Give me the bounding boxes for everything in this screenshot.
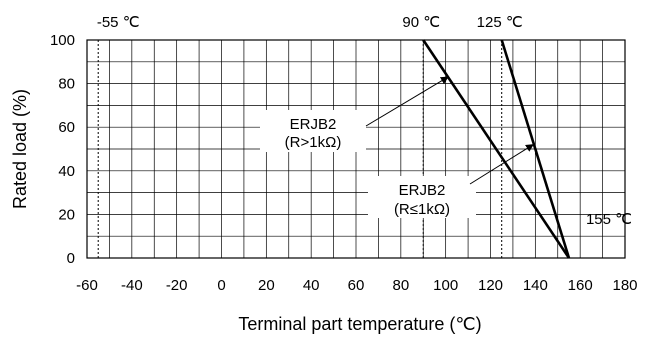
series-label-line: ERJB2 (290, 116, 337, 133)
label-box (368, 176, 476, 218)
label-box (260, 110, 366, 152)
y-tick-label: 20 (58, 206, 75, 223)
annotation-arrow (469, 144, 534, 185)
annotation-arrow (365, 76, 449, 127)
reference-label: -55 ℃ (97, 14, 140, 31)
x-tick-label: 120 (478, 277, 503, 294)
annotation-155c: 155 ℃ (586, 211, 632, 228)
y-tick-label: 80 (58, 76, 75, 93)
x-tick-label: 140 (523, 277, 548, 294)
y-tick-label: 60 (58, 119, 75, 136)
series-line (422, 39, 571, 259)
series-label-line: ERJB2 (399, 182, 446, 199)
y-axis-title: Rated load (%) (10, 89, 30, 209)
y-tick-label: 40 (58, 163, 75, 180)
x-tick-label: 60 (348, 277, 365, 294)
x-tick-label: -20 (166, 277, 188, 294)
series-line (500, 39, 571, 259)
x-tick-label: 0 (217, 277, 225, 294)
reference-label: 90 ℃ (402, 14, 440, 31)
series-label-line: (R>1kΩ) (285, 134, 342, 151)
x-axis-title: Terminal part temperature (℃) (238, 314, 481, 334)
series-label-line: (R≤1kΩ) (394, 201, 450, 218)
x-tick-label: 180 (612, 277, 637, 294)
x-tick-label: 100 (433, 277, 458, 294)
x-tick-label: 20 (258, 277, 275, 294)
x-tick-label: 40 (303, 277, 320, 294)
reference-label: 125 ℃ (477, 14, 523, 31)
plot-frame (86, 39, 626, 259)
x-tick-label: -60 (76, 277, 98, 294)
y-tick-label: 100 (50, 32, 75, 49)
x-tick-label: 160 (568, 277, 593, 294)
y-tick-label: 0 (67, 250, 75, 267)
x-tick-label: -40 (121, 277, 143, 294)
x-tick-label: 80 (392, 277, 409, 294)
